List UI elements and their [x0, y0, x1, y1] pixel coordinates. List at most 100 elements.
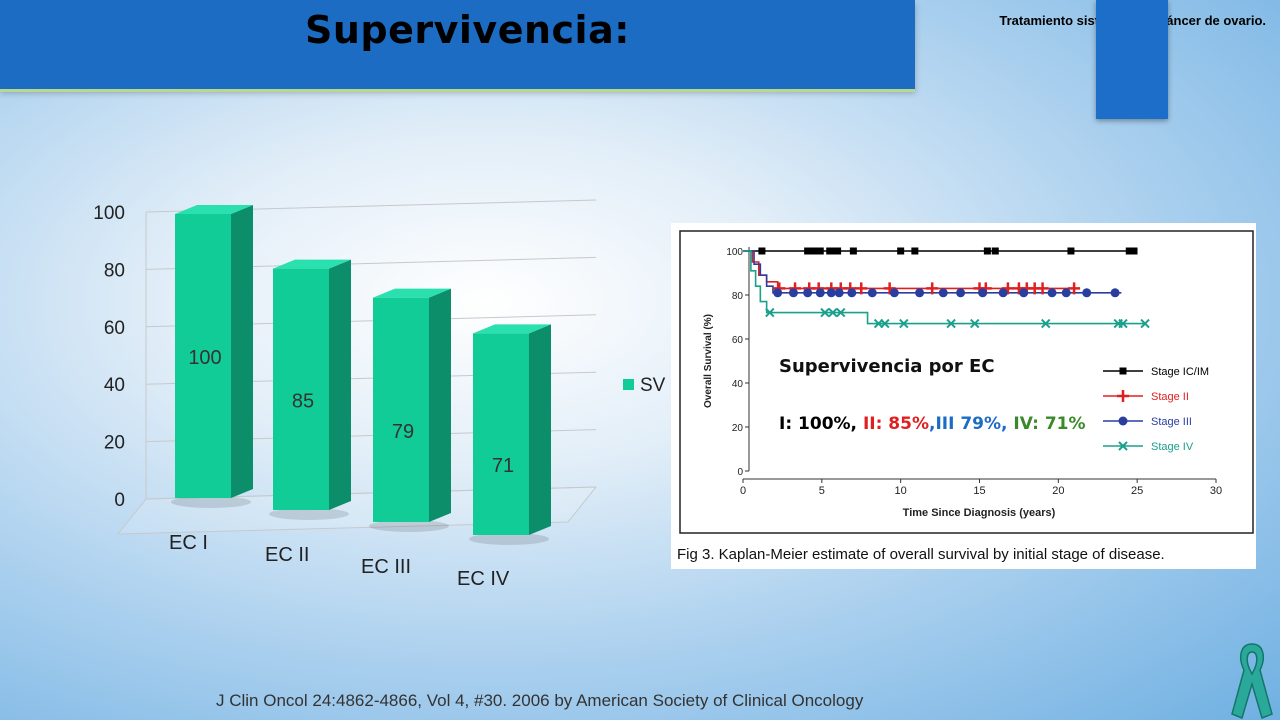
km-censor-mark	[1118, 318, 1128, 329]
bar-y-tick-label: 100	[93, 203, 125, 224]
km-censor-mark	[978, 288, 988, 298]
km-censor-mark	[1067, 247, 1075, 255]
km-censor-mark	[911, 247, 919, 255]
km-censor-mark	[970, 318, 980, 329]
km-censor-mark	[1118, 416, 1128, 426]
km-y-tick-label: 20	[732, 423, 744, 434]
km-censor-mark	[1068, 282, 1081, 295]
km-censor-mark	[956, 288, 966, 298]
bar-side	[329, 259, 351, 510]
ovarian-cancer-ribbon-icon	[1231, 643, 1273, 720]
km-overlay-part: I: 100%,	[779, 414, 863, 434]
bar-chart: 0 20 40 60 80 100 100 EC I 85 EC II 79 EC III 71 EC …	[93, 199, 666, 590]
header-bar	[0, 0, 915, 89]
bar-legend-swatch	[623, 379, 634, 390]
km-censor-mark	[998, 288, 1008, 298]
km-censor-mark	[1061, 288, 1071, 298]
bar-top	[175, 205, 253, 214]
km-censor-mark	[926, 282, 939, 295]
km-overlay-values: I: 100%, II: 85%,III 79%, IV: 71%	[779, 414, 1086, 434]
km-x-tick-label: 30	[1210, 485, 1222, 497]
bar-category-label: EC II	[265, 544, 309, 566]
km-legend-label: Stage IC/IM	[1151, 366, 1209, 378]
km-censor-mark	[983, 247, 991, 255]
bar-top	[273, 259, 351, 269]
km-censor-mark	[1082, 288, 1092, 298]
km-censor-mark	[991, 247, 999, 255]
km-series-line	[743, 250, 1146, 325]
km-y-tick-label: 100	[726, 247, 743, 258]
km-y-tick-label: 40	[732, 379, 744, 390]
km-x-tick-label: 0	[740, 485, 746, 497]
km-censor-mark	[867, 288, 877, 298]
km-overlay-part: IV: 71%	[1013, 414, 1085, 434]
bar-side	[529, 324, 551, 535]
km-series-line	[743, 250, 1122, 294]
bar	[175, 214, 231, 498]
km-chart: 0 20 40 60 80 100 0 5 10 15 20 25 30 Time Since Diagn…	[677, 230, 1254, 563]
km-y-label: Overall Survival (%)	[703, 314, 714, 408]
bar-side	[429, 288, 451, 522]
km-censor-mark	[788, 288, 798, 298]
km-censor-mark	[1047, 288, 1057, 298]
km-x-tick-label: 15	[973, 485, 985, 497]
bar-side	[231, 205, 253, 498]
km-censor-mark	[1036, 282, 1049, 295]
km-censor-mark	[816, 247, 824, 255]
km-y-tick-label: 80	[732, 291, 744, 302]
accent-block	[1096, 0, 1168, 119]
bar-data-label: 85	[292, 390, 314, 412]
km-censor-mark	[946, 318, 956, 329]
km-censor-mark	[1140, 318, 1150, 329]
bar-y-tick-label: 60	[104, 318, 125, 339]
bar-y-tick-label: 0	[114, 490, 125, 511]
km-censor-mark	[1130, 247, 1138, 255]
km-figure-panel: 0 20 40 60 80 100 0 5 10 15 20 25 30 Time Since Diagn…	[671, 223, 1256, 569]
km-overlay-heading: Supervivencia por EC	[779, 356, 995, 377]
km-overlay-part: ,III 79%,	[929, 414, 1013, 434]
km-frame	[679, 230, 1254, 534]
km-censor-mark	[847, 288, 857, 298]
km-censor-mark	[1041, 318, 1051, 329]
km-legend-label: Stage II	[1151, 391, 1189, 403]
bar-y-tick-label: 40	[104, 375, 125, 396]
bar	[273, 268, 329, 510]
km-censor-mark	[826, 247, 834, 255]
km-overlay-part: II: 85%	[863, 414, 929, 434]
bar	[373, 297, 429, 522]
km-censor-mark	[758, 247, 766, 255]
km-censor-mark	[765, 307, 775, 318]
km-censor-mark	[1119, 367, 1127, 375]
km-censor-mark	[804, 247, 812, 255]
km-censor-mark	[834, 288, 844, 298]
km-censor-mark	[855, 282, 868, 295]
km-y-tick-label: 60	[732, 335, 744, 346]
km-censor-mark	[915, 288, 925, 298]
km-censor-mark	[803, 288, 813, 298]
km-censor-mark	[828, 307, 838, 318]
bar-y-tick-label: 80	[104, 260, 125, 281]
bar-shadow	[469, 533, 549, 545]
bar-shadow	[171, 496, 251, 508]
km-legend-label: Stage III	[1151, 416, 1192, 428]
km-censor-mark	[1110, 288, 1120, 298]
bar-category-label: EC I	[169, 532, 208, 554]
km-censor-mark	[1019, 288, 1029, 298]
bar-shadow	[369, 520, 449, 532]
km-censor-mark	[897, 247, 905, 255]
page-title: Supervivencia:	[305, 8, 630, 52]
bar	[473, 333, 529, 535]
km-censor-mark	[815, 288, 825, 298]
km-legend-label: Stage IV	[1151, 441, 1194, 453]
bar-data-label: 71	[492, 455, 514, 477]
km-censor-mark	[880, 318, 890, 329]
km-censor-mark	[834, 247, 842, 255]
citation: J Clin Oncol 24:4862-4866, Vol 4, #30. 2…	[216, 691, 864, 710]
bar-top	[473, 324, 551, 334]
km-y-tick-label: 0	[737, 467, 743, 478]
km-censor-mark	[849, 247, 857, 255]
km-caption: Fig 3. Kaplan-Meier estimate of overall …	[677, 546, 1165, 563]
km-x-tick-label: 5	[819, 485, 825, 497]
bar-data-label: 79	[392, 421, 414, 443]
km-censor-mark	[899, 318, 909, 329]
